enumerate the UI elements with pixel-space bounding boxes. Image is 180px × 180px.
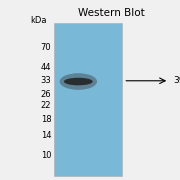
Ellipse shape: [64, 78, 93, 85]
Text: 10: 10: [41, 151, 51, 160]
Bar: [54, 23, 122, 176]
Text: 33: 33: [40, 76, 51, 85]
Ellipse shape: [60, 73, 97, 90]
Text: kDa: kDa: [30, 16, 47, 25]
Text: 22: 22: [41, 101, 51, 110]
Text: 18: 18: [41, 114, 51, 123]
Text: 44: 44: [41, 62, 51, 71]
Text: 14: 14: [41, 131, 51, 140]
Text: 70: 70: [41, 43, 51, 52]
Text: Western Blot: Western Blot: [78, 8, 145, 18]
Text: 39kDa: 39kDa: [173, 76, 180, 85]
Text: 26: 26: [41, 90, 51, 99]
